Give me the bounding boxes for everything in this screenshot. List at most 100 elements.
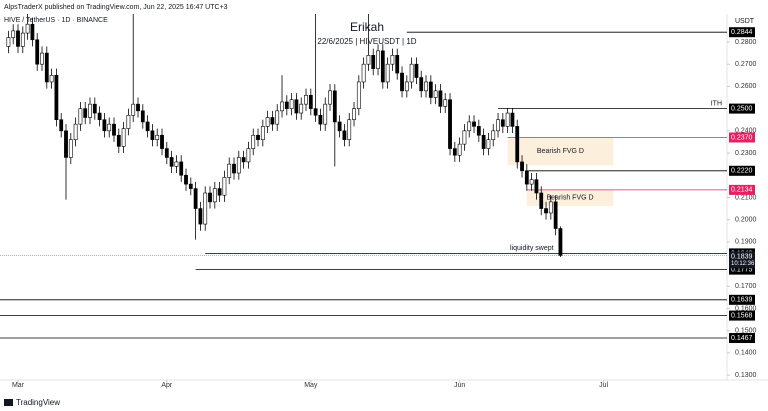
- candle-body: [265, 117, 270, 127]
- level-label-bg: [729, 294, 755, 305]
- candle-body: [260, 126, 265, 141]
- brand-logo: TradingView: [4, 398, 60, 407]
- candle-body: [73, 123, 78, 141]
- y-tick-label: 0.2100: [735, 194, 757, 201]
- y-tick-label: 0.1600: [735, 305, 757, 312]
- candle-body: [11, 30, 16, 38]
- candle-body: [49, 74, 54, 83]
- y-tick-label: 0.2800: [735, 39, 757, 46]
- candle-body: [102, 119, 107, 132]
- candle-body: [68, 139, 73, 158]
- candle-body: [476, 126, 481, 136]
- level-label-bg: [729, 103, 755, 114]
- candle-body: [78, 108, 83, 125]
- current-price-label: 0.1839: [731, 253, 753, 260]
- candle-body: [347, 119, 352, 141]
- currency: USDT: [735, 18, 755, 25]
- level-label: 0.2844: [731, 29, 753, 36]
- candle-body: [352, 108, 356, 121]
- candle-body: [270, 117, 275, 125]
- candle-body: [558, 228, 563, 256]
- y-tick-label: 0.1900: [735, 239, 757, 246]
- candle-body: [462, 130, 467, 145]
- candle-body: [6, 37, 11, 47]
- candle-body: [318, 114, 323, 125]
- candle-body: [390, 55, 395, 65]
- candle-body: [496, 119, 500, 132]
- y-tick-label: 0.1300: [735, 372, 757, 379]
- candle-body: [54, 74, 59, 121]
- candle-body: [88, 103, 92, 118]
- candle-body: [553, 201, 558, 229]
- candle-body: [212, 188, 217, 203]
- candle-body: [44, 52, 49, 83]
- candle-body: [35, 39, 40, 65]
- candle-body: [323, 103, 328, 125]
- candle-body: [404, 81, 409, 92]
- candle-body: [452, 148, 457, 156]
- level-note: ITH: [711, 100, 722, 107]
- candle-body: [275, 110, 280, 125]
- level-label-bg: [729, 264, 755, 275]
- candle-body: [467, 121, 472, 132]
- candle-body: [491, 130, 496, 141]
- level-label: 0.1568: [731, 312, 753, 319]
- level-label: 0.2220: [731, 168, 753, 175]
- candle-body: [424, 81, 428, 92]
- candle-body: [217, 188, 222, 196]
- candle-body: [376, 50, 380, 69]
- fvg-label: Bearish FVG D: [546, 195, 593, 202]
- candle-body: [280, 101, 284, 112]
- candle-body: [107, 123, 112, 132]
- candle-body: [241, 157, 246, 163]
- y-tick-label: 0.2700: [735, 61, 757, 68]
- candle-body: [131, 103, 136, 116]
- candle-body: [208, 192, 212, 203]
- candle-body: [203, 192, 208, 225]
- candle-body: [121, 128, 126, 147]
- candle-body: [112, 123, 116, 136]
- candle-body: [534, 179, 539, 194]
- brand: TradingView: [16, 398, 60, 407]
- candle-body: [313, 108, 318, 116]
- candle-body: [59, 119, 64, 132]
- candle-body: [337, 121, 342, 132]
- candle-body: [145, 121, 150, 132]
- candle-body: [409, 63, 414, 83]
- candle-body: [419, 77, 424, 92]
- symbol-info: HIVE / TetherUS · 1D · BINANCE: [4, 17, 108, 24]
- candle-body: [505, 112, 510, 127]
- candle-body: [294, 99, 299, 114]
- candle-body: [520, 161, 524, 172]
- y-tick-label: 0.2600: [735, 83, 757, 90]
- candle-body: [400, 72, 404, 92]
- candle-body: [342, 130, 347, 141]
- level-label-bg: [729, 310, 755, 321]
- candle-body: [136, 103, 140, 112]
- candle-body: [116, 134, 121, 147]
- current-price-bg: [729, 251, 755, 269]
- candle-body: [332, 90, 337, 123]
- publish-header: AlpsTraderX published on TradingView.com…: [4, 4, 228, 11]
- fvg-zone: [526, 189, 614, 206]
- candle-body: [304, 94, 308, 105]
- candle-body: [524, 170, 529, 185]
- candle-body: [472, 121, 476, 127]
- candle-body: [251, 134, 256, 149]
- candle-body: [395, 55, 400, 74]
- x-tick-label: Jun: [454, 382, 465, 389]
- candle-body: [385, 63, 390, 83]
- candle-body: [366, 55, 371, 65]
- candle-body: [256, 134, 260, 141]
- candle-body: [529, 179, 534, 185]
- candle-body: [169, 157, 174, 167]
- candle-body: [299, 103, 304, 114]
- candle-body: [164, 148, 169, 158]
- candle-body: [308, 94, 313, 109]
- candle-body: [539, 192, 544, 209]
- candle-body: [510, 112, 515, 127]
- level-label: 0.1467: [731, 335, 753, 342]
- candle-body: [97, 112, 102, 121]
- candle-body: [227, 163, 232, 178]
